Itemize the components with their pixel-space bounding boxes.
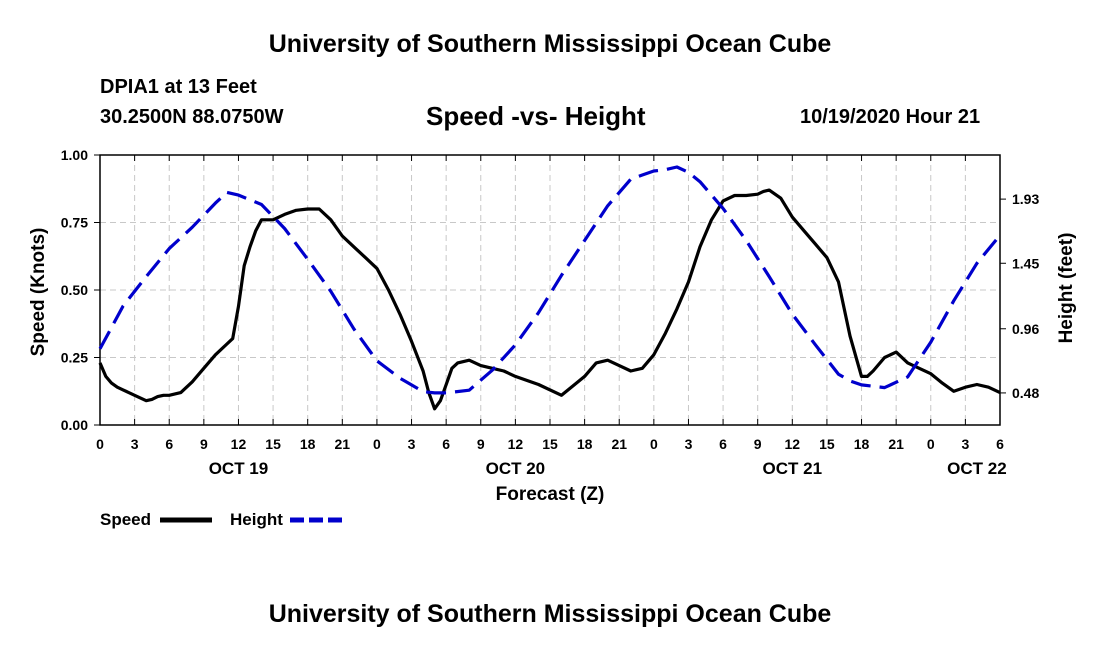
x-tick-label: 15 — [542, 436, 558, 452]
x-tick-label: 6 — [719, 436, 727, 452]
y-right-tick-label: 1.93 — [1012, 191, 1039, 207]
x-tick-label: 0 — [96, 436, 104, 452]
day-label: OCT 21 — [763, 459, 823, 478]
x-tick-label: 12 — [785, 436, 801, 452]
x-tick-label: 3 — [131, 436, 139, 452]
y-right-tick-label: 0.48 — [1012, 385, 1039, 401]
x-tick-label: 6 — [442, 436, 450, 452]
legend-label: Speed — [100, 510, 151, 529]
y-left-axis-title: Speed (Knots) — [28, 228, 49, 357]
y-right-tick-label: 0.96 — [1012, 321, 1039, 337]
x-tick-label: 3 — [408, 436, 416, 452]
x-tick-label: 12 — [508, 436, 524, 452]
x-tick-label: 0 — [927, 436, 935, 452]
y-right-tick-label: 1.45 — [1012, 255, 1039, 271]
x-tick-label: 9 — [200, 436, 208, 452]
x-tick-label: 21 — [335, 436, 351, 452]
y-left-tick-label: 0.25 — [61, 350, 88, 366]
x-tick-label: 0 — [650, 436, 658, 452]
x-tick-label: 9 — [477, 436, 485, 452]
station-coordinates: 30.2500N 88.0750W — [100, 106, 284, 128]
forecast-datetime: 10/19/2020 Hour 21 — [800, 106, 981, 128]
page-title: University of Southern Mississippi Ocean… — [268, 30, 832, 58]
height-series-line — [98, 165, 1002, 395]
x-tick-label: 18 — [854, 436, 870, 452]
x-tick-label: 9 — [754, 436, 762, 452]
footer-title: University of Southern Mississippi Ocean… — [268, 600, 832, 628]
x-tick-label: 15 — [265, 436, 281, 452]
x-tick-label: 15 — [819, 436, 835, 452]
x-tick-label: 6 — [165, 436, 173, 452]
plot-frame — [99, 154, 1001, 426]
station-label: DPIA1 at 13 Feet — [100, 76, 257, 98]
day-label: OCT 19 — [209, 459, 269, 478]
x-axis-title: Forecast (Z) — [496, 484, 605, 505]
x-tick-label: 3 — [961, 436, 969, 452]
x-tick-label: 6 — [996, 436, 1004, 452]
y-left-tick-label: 0.50 — [61, 282, 88, 298]
x-tick-label: 3 — [685, 436, 693, 452]
speed-series-line — [98, 188, 1001, 411]
x-tick-label: 21 — [611, 436, 627, 452]
day-label: OCT 22 — [947, 459, 1007, 478]
y-right-axis-title: Height (feet) — [1056, 233, 1077, 344]
legend-label: Height — [230, 510, 283, 529]
x-tick-label: 12 — [231, 436, 247, 452]
x-tick-label: 18 — [300, 436, 316, 452]
chart-title: Speed -vs- Height — [426, 101, 646, 131]
y-left-tick-label: 0.75 — [61, 215, 88, 231]
y-left-tick-label: 0.00 — [61, 417, 88, 433]
x-tick-label: 18 — [577, 436, 593, 452]
x-tick-label: 21 — [888, 436, 904, 452]
day-label: OCT 20 — [486, 459, 546, 478]
x-tick-label: 0 — [373, 436, 381, 452]
y-left-tick-label: 1.00 — [61, 147, 88, 163]
